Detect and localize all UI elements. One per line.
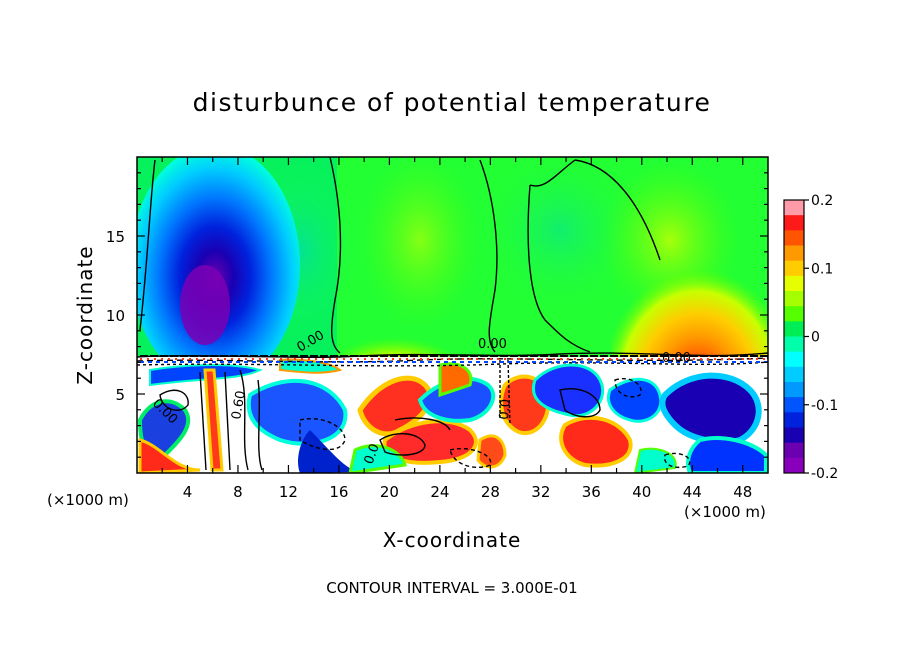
x-tick-label: 44 bbox=[683, 483, 702, 501]
colorbar-segment bbox=[784, 230, 804, 246]
colorbar-segment bbox=[784, 412, 804, 428]
colorbar-segment bbox=[784, 260, 804, 277]
x-tick-label: 20 bbox=[380, 483, 399, 501]
colorbar-segment bbox=[784, 275, 804, 292]
x-tick-label: 40 bbox=[632, 483, 651, 501]
x-axis-label: X-coordinate bbox=[383, 528, 522, 552]
contour-label: 0.00 bbox=[478, 337, 507, 352]
y-axis: 5 10 15 bbox=[106, 172, 768, 458]
colorbar-segment bbox=[784, 215, 804, 231]
colorbar-segment bbox=[784, 366, 804, 383]
contour-label: 0.0 bbox=[362, 442, 383, 467]
colorbar-segment bbox=[784, 306, 804, 322]
x-tick-label: 48 bbox=[733, 483, 752, 501]
colorbar-segment bbox=[784, 200, 804, 216]
x-tick-label: 28 bbox=[481, 483, 500, 501]
colorbar: 0.2 0.1 0 -0.1 -0.2 bbox=[783, 193, 838, 482]
colorbar-segment bbox=[784, 336, 804, 353]
y-tick-label: 15 bbox=[106, 228, 125, 246]
x-tick-label: 32 bbox=[531, 483, 550, 501]
colorbar-segment bbox=[784, 397, 804, 413]
colorbar-segment bbox=[784, 382, 804, 398]
y-axis-label: Z-coordinate bbox=[73, 245, 97, 384]
turbulent-patches bbox=[137, 358, 768, 473]
colorbar-segment bbox=[784, 321, 804, 337]
x-tick-label: 8 bbox=[233, 483, 243, 501]
x-tick-label: 12 bbox=[279, 483, 298, 501]
inversion-stripes bbox=[140, 355, 768, 363]
x-unit-left: (×1000 m) bbox=[47, 491, 129, 509]
x-tick-label: 36 bbox=[582, 483, 601, 501]
colorbar-segment bbox=[784, 291, 804, 307]
contour-label: 0.00 bbox=[662, 351, 691, 366]
colorbar-segment bbox=[784, 427, 804, 444]
x-tick-label: 4 bbox=[183, 483, 193, 501]
colorbar-tick-label: -0.2 bbox=[811, 466, 838, 482]
colorbar-tick-label: 0.2 bbox=[811, 193, 833, 209]
colorbar-segment bbox=[784, 442, 804, 459]
chart-title: disturbunce of potential temperature bbox=[193, 88, 712, 117]
contour-label-group: 0.00 0.00 0.00 0.60 0.00 0.0 0.0 bbox=[149, 328, 691, 466]
contour-interval-text: CONTOUR INTERVAL = 3.000E-01 bbox=[326, 579, 577, 597]
contour-label: 0.60 bbox=[229, 390, 249, 421]
x-axis: 4 8 12 16 20 24 28 32 36 40 44 48 bbox=[161, 157, 752, 501]
colorbar-tick-label: 0.1 bbox=[811, 261, 833, 277]
x-unit-right: (×1000 m) bbox=[684, 503, 766, 521]
y-tick-label: 5 bbox=[115, 386, 125, 404]
colorbar-segment bbox=[784, 351, 804, 368]
colorbar-segment bbox=[784, 457, 804, 474]
y-tick-label: 10 bbox=[106, 307, 125, 325]
x-tick-label: 16 bbox=[329, 483, 348, 501]
colorbar-tick-label: 0 bbox=[811, 330, 820, 346]
x-tick-label: 24 bbox=[430, 483, 449, 501]
cold-anomaly bbox=[137, 157, 300, 385]
colorbar-tick-label: -0.1 bbox=[811, 398, 838, 414]
contour-label: 0.0 bbox=[497, 398, 514, 420]
plot-area bbox=[137, 157, 768, 473]
colorbar-segment bbox=[784, 245, 804, 262]
